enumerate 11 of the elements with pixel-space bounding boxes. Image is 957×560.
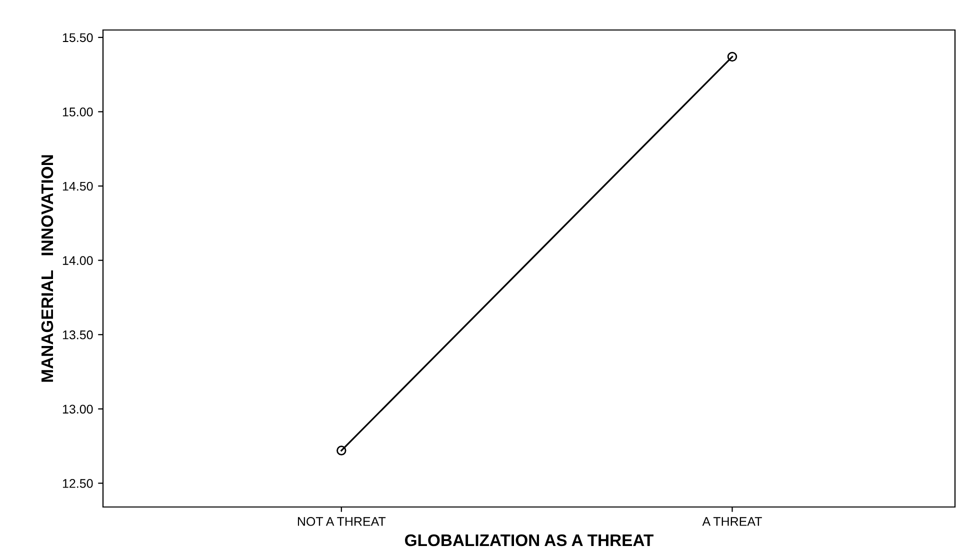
- y-tick-label: 13.50: [62, 330, 93, 340]
- y-tick-label: 15.50: [62, 33, 93, 42]
- y-tick-label: 12.50: [62, 479, 93, 488]
- y-tick-label: 14.50: [62, 182, 93, 191]
- y-tick-label: 14.00: [62, 256, 93, 265]
- y-axis-title: MANAGERIAL INNOVATION: [41, 155, 54, 382]
- x-axis-title: GLOBALIZATION AS A THREAT: [405, 534, 654, 546]
- x-tick-label: A THREAT: [702, 517, 762, 526]
- y-tick-label: 15.00: [62, 108, 93, 116]
- y-tick-label: 13.00: [62, 404, 93, 414]
- x-tick-label: NOT A THREAT: [298, 517, 386, 526]
